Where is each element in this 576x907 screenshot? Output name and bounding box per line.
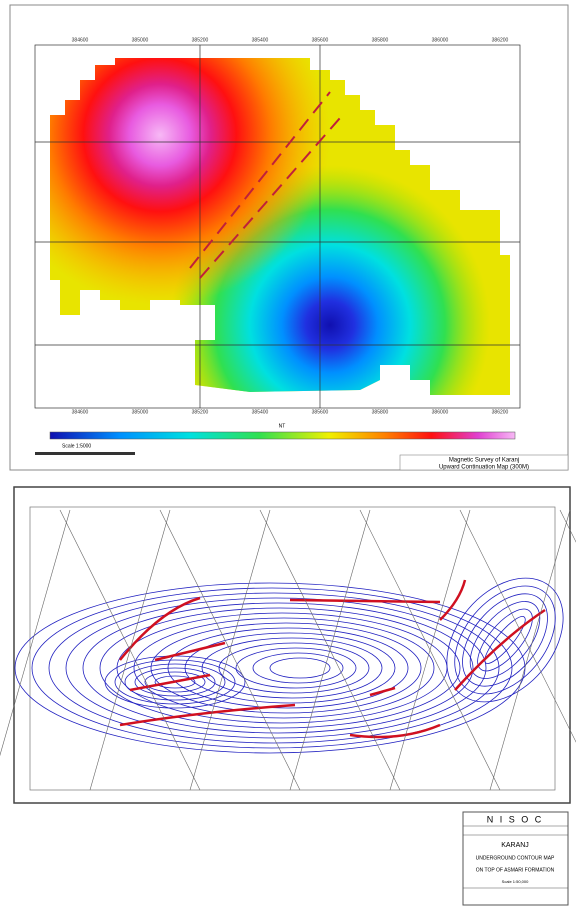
x-coord-label: 385600	[312, 37, 329, 43]
x-coord-label: 386000	[432, 37, 449, 43]
x-coord-label: 385800	[372, 409, 389, 415]
x-coord-label: 385400	[252, 409, 269, 415]
contour-line	[270, 658, 330, 678]
grid-line	[560, 510, 576, 790]
block-scale: Scale 1:50,000	[502, 879, 529, 884]
contour-line	[83, 603, 473, 733]
x-coord-label: 386200	[492, 37, 509, 43]
map-subtitle: Upward Continuation Map (300M)	[439, 465, 529, 471]
contour-line	[236, 648, 356, 688]
x-coord-label: 385000	[132, 409, 149, 415]
block-line: ON TOP OF ASMARI FORMATION	[476, 867, 555, 873]
x-coord-label: 385200	[192, 409, 209, 415]
magnetic-field	[40, 50, 520, 410]
grid-line	[0, 510, 70, 790]
page: {"magnetic_map":{"x_labels":["384600","3…	[0, 0, 576, 907]
x-coord-label: 385000	[132, 37, 149, 43]
colorbar-unit: NT	[279, 423, 286, 429]
contour-line	[32, 588, 512, 748]
block-line: UNDERGROUND CONTOUR MAP	[476, 855, 555, 861]
company: N I S O C	[487, 814, 544, 824]
contour-line	[168, 628, 408, 708]
x-coord-label: 385600	[312, 409, 329, 415]
grid-line	[490, 510, 570, 790]
field-name: KARANJ	[501, 842, 529, 849]
x-coord-label: 386000	[432, 409, 449, 415]
x-coord-label: 384600	[72, 37, 89, 43]
contour-line	[202, 638, 382, 698]
figure: 384600 384600 385000 385000 385200 385200 3854…	[0, 0, 576, 907]
contour-line	[423, 556, 576, 725]
contour-line	[151, 623, 421, 713]
contour-line	[253, 653, 343, 683]
scale-text: Scale 1:5000	[62, 443, 91, 449]
map-title: Magnetic Survey of Karanj	[449, 458, 519, 464]
colorbar	[50, 432, 515, 439]
grid-line	[390, 510, 470, 790]
contour-line	[219, 643, 369, 693]
x-coord-label: 386200	[492, 409, 509, 415]
panel-frame	[14, 487, 570, 803]
grid-line	[90, 510, 170, 790]
x-coord-label: 385800	[372, 37, 389, 43]
x-coord-label: 385200	[192, 37, 209, 43]
x-coord-label: 384600	[72, 409, 89, 415]
contours	[15, 556, 576, 753]
x-coord-label: 385400	[252, 37, 269, 43]
scale-bar	[35, 452, 135, 455]
